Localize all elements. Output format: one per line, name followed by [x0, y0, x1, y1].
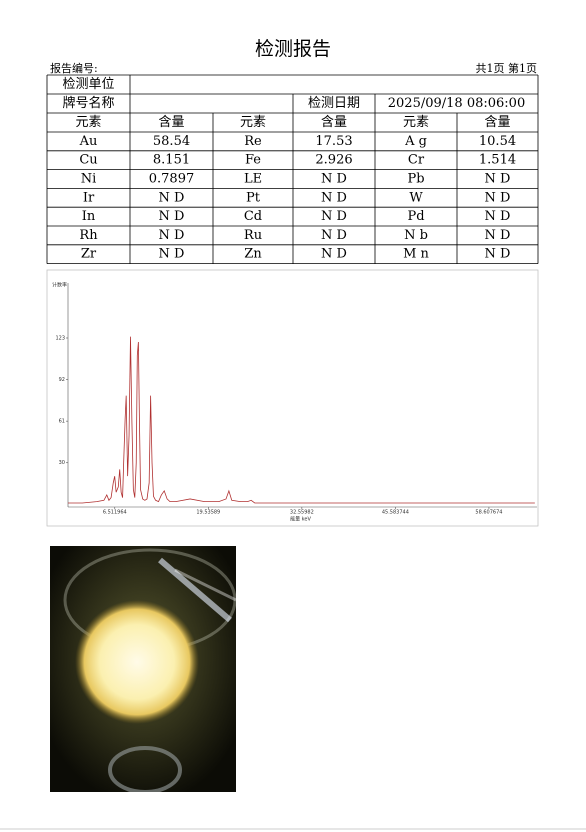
date-label: 检测日期 — [308, 96, 360, 111]
x-tick-label: 45.583744 — [382, 510, 409, 516]
content-cell: 10.54 — [479, 134, 516, 149]
content-cell: 58.54 — [153, 134, 190, 149]
column-header: 含量 — [484, 114, 510, 130]
x-tick-label: 32.55982 — [290, 510, 314, 516]
element-cell: Zr — [81, 247, 97, 262]
content-cell: N D — [159, 247, 185, 262]
element-cell: Ir — [83, 190, 95, 205]
y-tick-label: 92 — [59, 377, 65, 383]
element-cell: Pb — [407, 172, 424, 187]
element-cell: Au — [79, 134, 98, 149]
element-cell: Fe — [245, 153, 261, 168]
content-cell: N D — [321, 228, 347, 243]
content-cell: N D — [485, 209, 511, 224]
content-cell: N D — [321, 190, 347, 205]
content-cell: N D — [321, 247, 347, 262]
grade-label: 牌号名称 — [62, 95, 114, 111]
element-cell: Cr — [408, 153, 425, 168]
y-tick-label: 30 — [59, 460, 65, 466]
element-cell: Cd — [244, 209, 262, 224]
element-cell: Ru — [244, 228, 262, 243]
report-no-label: 报告编号: — [50, 61, 98, 75]
column-header: 含量 — [158, 114, 184, 130]
content-cell: N D — [321, 209, 347, 224]
element-cell: M n — [403, 247, 429, 262]
column-header: 元素 — [403, 115, 429, 130]
element-cell: Pd — [407, 209, 424, 224]
spectrum-line — [68, 336, 535, 504]
chart-frame — [46, 269, 539, 527]
spectrum-chart: 30 61 92 123 6.511964 19.53589 32.55982 45.5837… — [46, 269, 539, 527]
page-info: 共1页 第1页 — [476, 61, 538, 75]
content-cell: N D — [159, 190, 185, 205]
x-tick-label: 58.607674 — [475, 510, 502, 516]
element-cell: LE — [244, 172, 262, 187]
content-cell: N D — [159, 228, 185, 243]
sample-photo — [50, 546, 236, 792]
content-cell: N D — [485, 228, 511, 243]
date-value: 2025/09/18 08:06:00 — [388, 96, 525, 111]
content-cell: 17.53 — [315, 134, 352, 149]
y-tick-label: 123 — [55, 335, 65, 341]
content-cell: 8.151 — [153, 153, 190, 168]
content-cell: 1.514 — [479, 153, 516, 168]
content-cell: 2.926 — [315, 153, 352, 168]
element-cell: Rh — [79, 228, 98, 243]
element-cell: Ni — [81, 172, 97, 187]
y-tick-label: 61 — [59, 419, 65, 425]
content-cell: N D — [485, 247, 511, 262]
column-header: 含量 — [321, 114, 347, 130]
x-tick-label: 19.53589 — [196, 510, 220, 516]
element-cell: Zn — [244, 247, 262, 262]
element-cell: Re — [244, 134, 262, 149]
column-header: 元素 — [240, 115, 266, 130]
element-cell: Pt — [246, 190, 261, 205]
element-cell: In — [82, 209, 96, 224]
element-cell: A g — [404, 134, 427, 149]
y-axis-label: 计数率 — [52, 282, 67, 289]
element-cell: W — [409, 190, 423, 205]
content-cell: N D — [485, 190, 511, 205]
element-cell: Cu — [79, 153, 97, 168]
element-cell: N b — [404, 228, 428, 243]
content-cell: N D — [321, 172, 347, 187]
x-axis-label: 能量 keV — [290, 516, 311, 523]
column-header: 元素 — [75, 115, 101, 130]
title: 检测报告 — [255, 38, 331, 60]
x-tick-label: 6.511964 — [103, 510, 127, 516]
content-cell: N D — [159, 209, 185, 224]
content-cell: 0.7897 — [149, 172, 195, 187]
unit-label: 检测单位 — [62, 77, 114, 92]
content-cell: N D — [485, 172, 511, 187]
